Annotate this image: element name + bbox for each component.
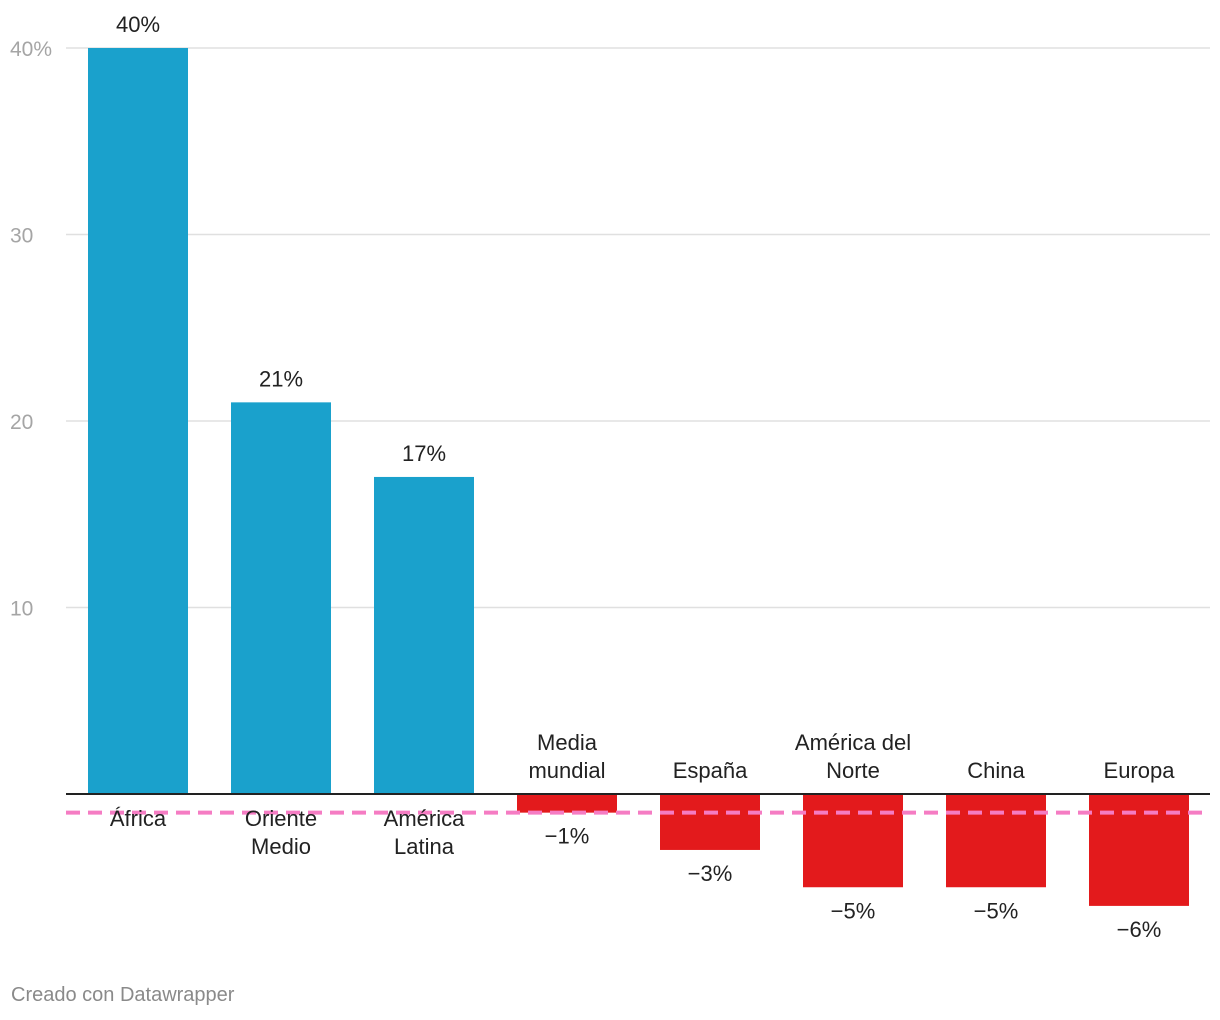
credit-text: Creado con Datawrapper — [11, 984, 235, 1006]
bar — [517, 794, 617, 813]
y-tick-label: 30 — [10, 225, 33, 248]
value-label: −1% — [545, 824, 590, 849]
y-tick-label: 20 — [10, 411, 33, 434]
bar — [88, 48, 188, 794]
category-label: Europa — [1104, 758, 1176, 783]
bar — [803, 794, 903, 888]
bars — [88, 48, 1189, 906]
y-axis-tick-labels: 10 20 30 40% — [10, 38, 52, 621]
value-label: 21% — [259, 366, 303, 391]
category-labels: África Oriente Medio América Latina Media mund… — [110, 730, 1175, 859]
value-label: −6% — [1117, 917, 1162, 942]
bar — [660, 794, 760, 850]
value-label: −5% — [974, 898, 1019, 923]
category-label: China — [967, 758, 1025, 783]
category-label: América del Norte — [795, 730, 911, 783]
bar — [946, 794, 1046, 888]
value-label: 40% — [116, 12, 160, 37]
y-tick-label: 40% — [10, 38, 52, 61]
value-label: 17% — [402, 441, 446, 466]
category-label: Media mundial — [528, 730, 605, 783]
bar — [231, 402, 331, 794]
category-label: África — [110, 806, 167, 831]
bar — [374, 476, 474, 794]
category-label: Oriente Medio — [245, 806, 317, 859]
value-label: −3% — [688, 861, 733, 886]
y-tick-label: 10 — [10, 598, 33, 621]
category-label: América Latina — [384, 806, 465, 859]
value-labels: 40% 21% 17% −1% −3% −5% −5% −6% — [116, 12, 1161, 942]
value-label: −5% — [831, 898, 876, 923]
category-label: España — [673, 758, 748, 783]
